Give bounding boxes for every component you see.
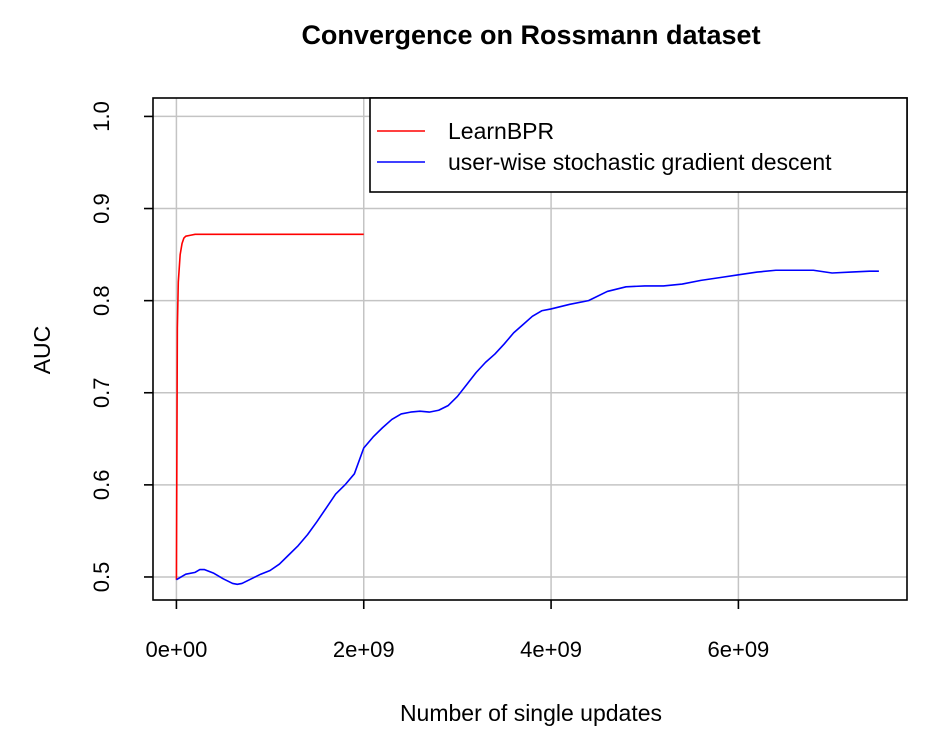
series-line-sgd — [176, 269, 879, 586]
legend: LearnBPR user-wise stochastic gradient d… — [369, 97, 908, 193]
x-tick-label: 6e+09 — [708, 637, 770, 662]
legend-label-learnbpr: LearnBPR — [448, 118, 554, 144]
x-tick-label: 0e+00 — [146, 637, 208, 662]
legend-box — [369, 97, 908, 193]
chart-title: Convergence on Rossmann dataset — [301, 20, 760, 50]
y-tick-label: 0.8 — [89, 285, 114, 316]
x-axis-label: Number of single updates — [400, 700, 662, 726]
y-axis: 0.5 0.6 0.7 0.8 0.9 1.0 — [89, 101, 153, 592]
x-axis: 0e+00 2e+09 4e+09 6e+09 — [146, 600, 770, 662]
series-line-learnbpr — [175, 233, 364, 580]
y-axis-label: AUC — [29, 326, 55, 375]
y-tick-label: 0.6 — [89, 470, 114, 501]
legend-label-sgd: user-wise stochastic gradient descent — [448, 149, 832, 175]
y-tick-label: 1.0 — [89, 101, 114, 132]
y-tick-label: 0.5 — [89, 562, 114, 593]
y-tick-label: 0.9 — [89, 193, 114, 224]
x-tick-label: 4e+09 — [520, 637, 582, 662]
series-lines — [175, 233, 879, 586]
y-tick-label: 0.7 — [89, 377, 114, 408]
x-tick-label: 2e+09 — [333, 637, 395, 662]
